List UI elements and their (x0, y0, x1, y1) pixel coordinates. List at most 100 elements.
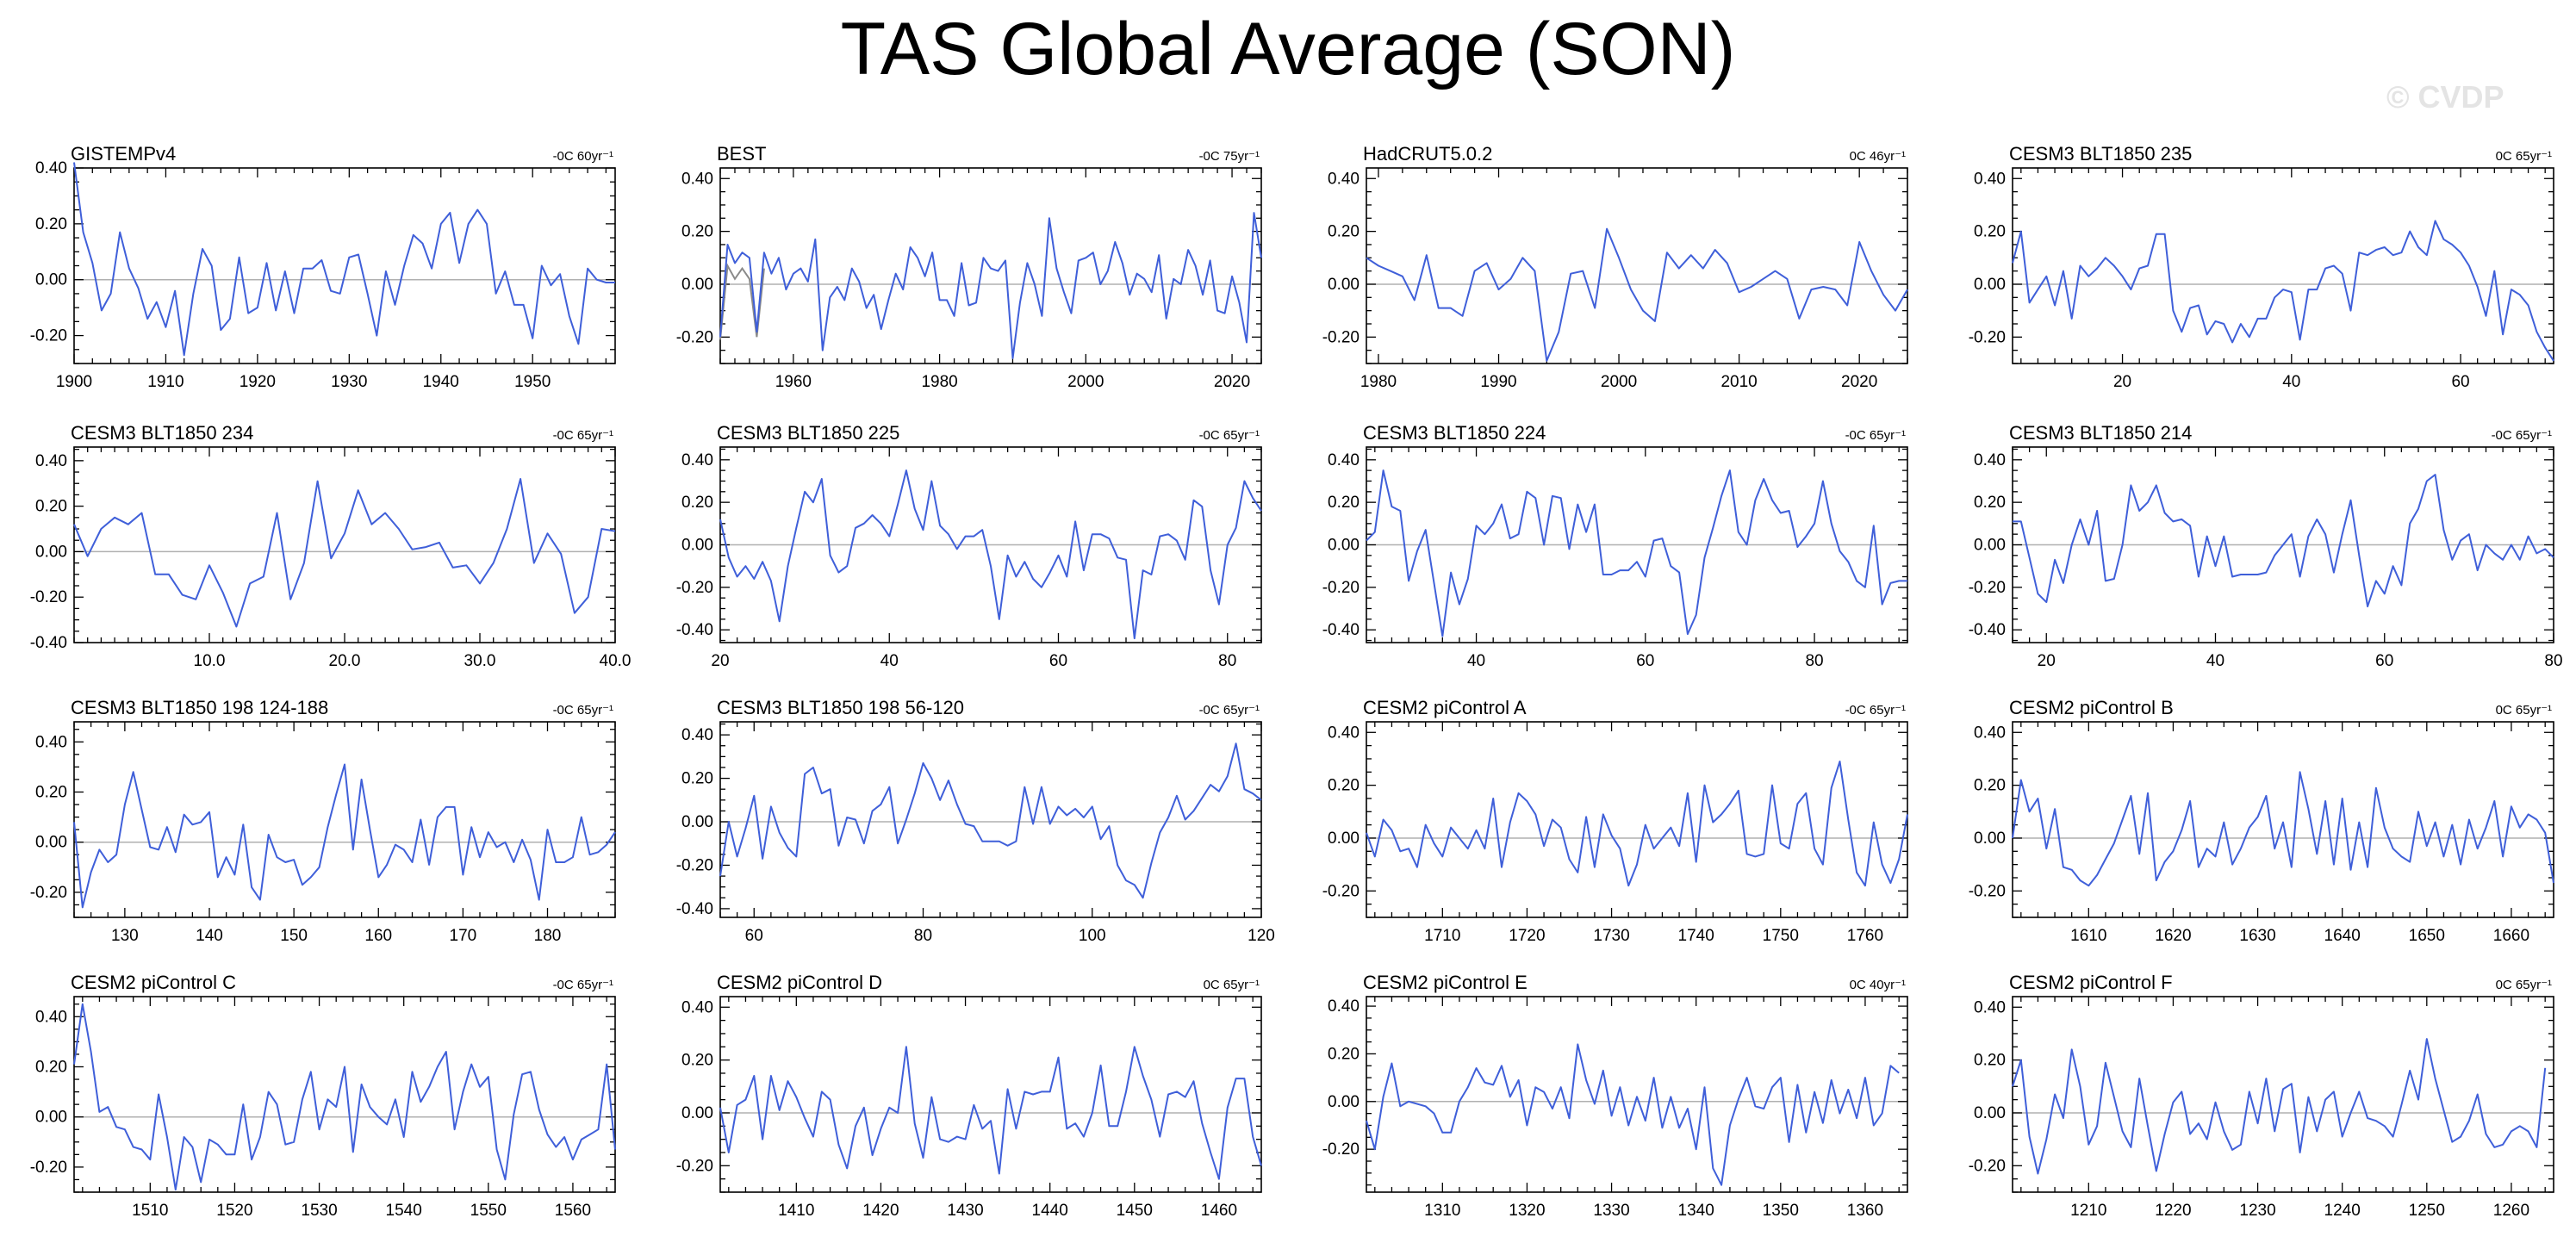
ytick-label: 0.20 (1328, 494, 1360, 512)
ytick-label: 0.00 (35, 271, 67, 289)
ytick-label: -0.20 (676, 328, 713, 346)
xtick-label: 1950 (514, 373, 551, 391)
trend-label: 0C 65yr⁻¹ (2496, 703, 2552, 718)
xtick-label: 1520 (216, 1202, 252, 1220)
ytick-label: 0.20 (681, 770, 713, 788)
panel-title: GISTEMPv4 (71, 143, 176, 165)
panel-16: CESM2 piControl F 0C 65yr⁻¹ -0.20 0.00 0.20 0… (1969, 972, 2554, 1220)
xtick-label: 1660 (2493, 927, 2529, 945)
ytick-label: 0.00 (681, 537, 713, 555)
xtick-label: 1210 (2070, 1202, 2106, 1220)
trend-label: 0C 65yr⁻¹ (2496, 978, 2552, 992)
xtick-label: 1240 (2324, 1202, 2361, 1220)
xtick-label: 1730 (1593, 927, 1629, 945)
series-line (1366, 469, 1907, 637)
xtick-label: 1760 (1847, 927, 1883, 945)
panel-13: CESM2 piControl C -0C 65yr⁻¹ -0.20 0.00 0.20… (30, 972, 616, 1220)
xtick-label: 1630 (2239, 927, 2275, 945)
xtick-label: 1320 (1509, 1202, 1545, 1220)
panel-title: CESM3 BLT1850 198 124-188 (71, 697, 328, 718)
ytick-label: 0.40 (35, 733, 67, 751)
ytick-label: 0.00 (681, 276, 713, 294)
panel-12: CESM2 piControl B 0C 65yr⁻¹ -0.20 0.00 0.20 0… (1969, 697, 2554, 945)
trend-label: -0C 65yr⁻¹ (2492, 428, 2552, 443)
xtick-label: 1920 (240, 373, 276, 391)
ytick-label: 0.20 (35, 783, 67, 801)
ytick-label: 0.00 (1974, 830, 2006, 848)
trend-label: -0C 65yr⁻¹ (553, 428, 613, 443)
xtick-label: 60 (2451, 373, 2469, 391)
xtick-label: 1450 (1117, 1202, 1153, 1220)
ytick-label: -0.40 (676, 900, 713, 918)
ytick-label: -0.40 (30, 634, 67, 652)
ytick-label: 0.00 (681, 1104, 713, 1122)
panel-title: CESM3 BLT1850 225 (717, 422, 899, 444)
xtick-label: 1330 (1593, 1202, 1629, 1220)
ytick-label: 0.00 (35, 543, 67, 561)
panel-4: CESM3 BLT1850 235 0C 65yr⁻¹ -0.20 0.00 0.20 0… (1969, 143, 2554, 391)
panel-title: CESM2 piControl C (71, 972, 236, 993)
ytick-label: 0.00 (681, 813, 713, 831)
xtick-label: 1740 (1678, 927, 1714, 945)
ytick-label: -0.20 (1322, 882, 1360, 900)
ytick-label: 0.00 (35, 834, 67, 852)
xtick-label: 1550 (470, 1202, 507, 1220)
series-line (1366, 761, 1908, 887)
ytick-label: -0.20 (676, 856, 713, 874)
xtick-label: 1710 (1424, 927, 1460, 945)
ytick-label: -0.20 (30, 588, 67, 606)
xtick-label: 2010 (1720, 373, 1757, 391)
plot-frame (719, 167, 1262, 364)
xtick-label: 1750 (1763, 927, 1799, 945)
xtick-label: 1940 (423, 373, 459, 391)
xtick-label: 1420 (862, 1202, 899, 1220)
ytick-label: 0.40 (1974, 451, 2006, 469)
series-line (719, 469, 1262, 640)
plot-frame (2012, 721, 2554, 918)
ytick-label: 0.40 (1328, 997, 1360, 1016)
xtick-label: 150 (280, 927, 308, 945)
plot-frame (1366, 167, 1908, 364)
ytick-label: -0.20 (30, 1159, 67, 1177)
ytick-label: -0.20 (1969, 1157, 2006, 1175)
xtick-label: 1980 (921, 373, 957, 391)
plot-frame (1366, 721, 1908, 918)
xtick-label: 1910 (147, 373, 184, 391)
ytick-label: -0.20 (1322, 1140, 1360, 1159)
ytick-label: -0.40 (1322, 621, 1360, 639)
xtick-label: 1620 (2155, 927, 2191, 945)
xtick-label: 100 (1079, 927, 1106, 945)
xtick-label: 1440 (1032, 1202, 1068, 1220)
ytick-label: 0.20 (1328, 777, 1360, 795)
xtick-label: 20.0 (329, 652, 361, 670)
xtick-label: 20 (711, 652, 729, 670)
panel-15: CESM2 piControl E 0C 40yr⁻¹ -0.20 0.00 0.20 0… (1322, 972, 1908, 1220)
xtick-label: 170 (450, 927, 477, 945)
series-line (2012, 220, 2554, 362)
panel-title: BEST (717, 143, 766, 165)
ytick-label: -0.20 (30, 884, 67, 902)
xtick-label: 20 (2113, 373, 2131, 391)
ytick-label: 0.20 (35, 215, 67, 233)
xtick-label: 1720 (1509, 927, 1545, 945)
xtick-label: 1650 (2409, 927, 2445, 945)
plot-frame (719, 996, 1262, 1193)
trend-label: 0C 40yr⁻¹ (1850, 978, 1906, 992)
xtick-label: 1460 (1201, 1202, 1237, 1220)
ytick-label: 0.40 (1328, 170, 1360, 188)
xtick-label: 60 (745, 927, 763, 945)
plot-frame (73, 721, 616, 918)
panel-6: CESM3 BLT1850 225 -0C 65yr⁻¹ -0.40 -0.20 0.0… (676, 422, 1262, 670)
ytick-label: -0.20 (1322, 328, 1360, 346)
ytick-label: 0.20 (1974, 1052, 2006, 1070)
series-line (2013, 474, 2554, 608)
ytick-label: -0.20 (1969, 579, 2006, 597)
ytick-label: 0.20 (35, 498, 67, 516)
ytick-label: 0.40 (1328, 724, 1360, 742)
trend-label: -0C 65yr⁻¹ (553, 978, 613, 992)
trend-label: -0C 65yr⁻¹ (1845, 428, 1906, 443)
trend-label: 0C 65yr⁻¹ (1204, 978, 1260, 992)
ytick-label: 0.40 (35, 159, 67, 177)
trend-label: -0C 60yr⁻¹ (553, 149, 613, 164)
